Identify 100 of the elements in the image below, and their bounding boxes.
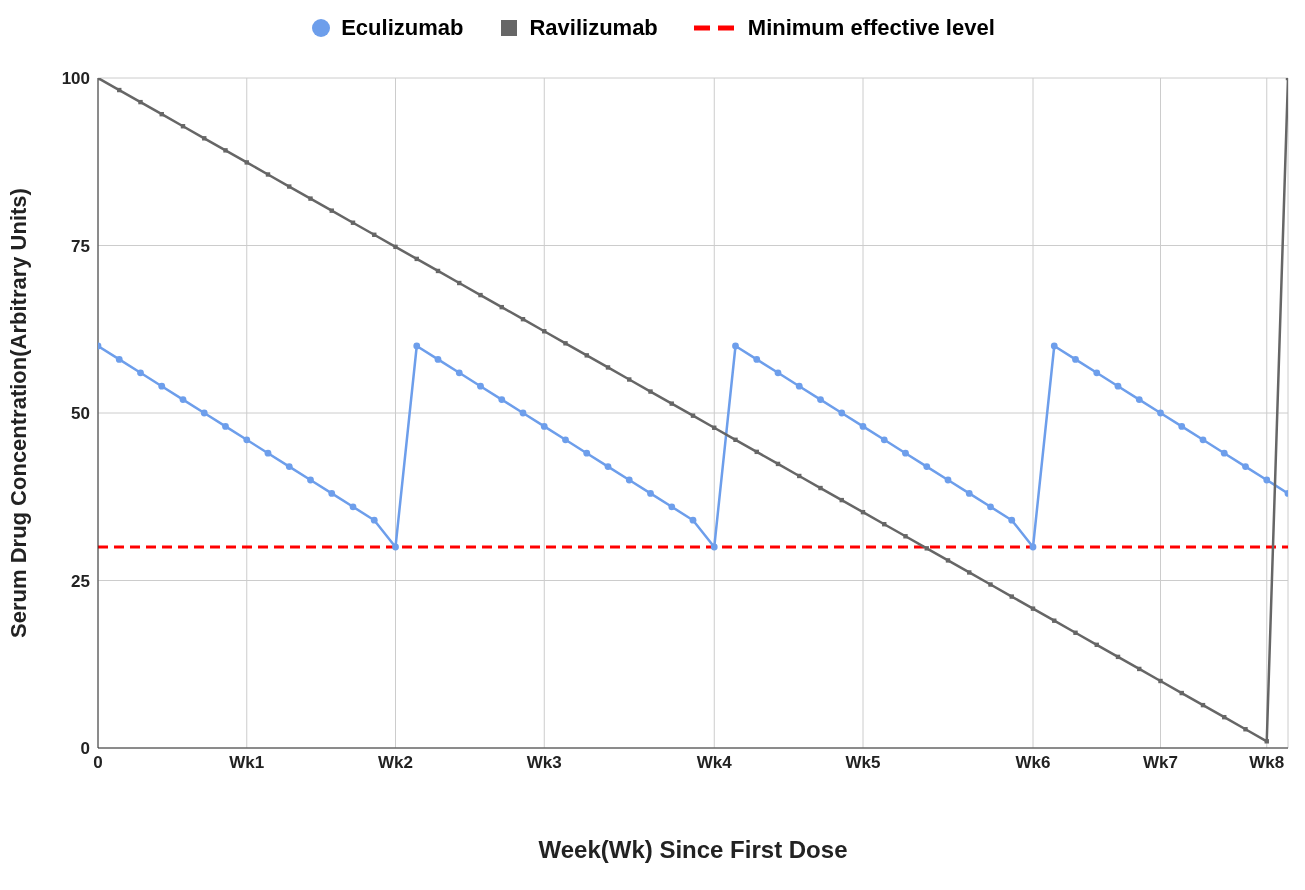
point [838,409,846,417]
point [605,365,611,370]
point [1243,727,1248,732]
x-tick-label: 0 [93,753,103,773]
point [987,503,994,511]
point [1029,543,1037,551]
point [902,449,909,457]
point [1220,449,1228,457]
point [138,99,143,105]
point [817,396,824,403]
point [668,503,676,511]
x-tick-label: Wk1 [229,753,265,773]
point [200,409,208,417]
point [179,396,187,403]
x-tick-label: Wk3 [526,753,562,773]
point [604,463,612,470]
point [669,401,674,406]
point [583,449,591,457]
point [1008,516,1016,524]
point [903,534,908,539]
point [202,136,207,141]
point [753,356,761,363]
point [223,148,228,153]
point [243,436,251,444]
x-tick-label: Wk8 [1249,753,1285,773]
point [924,546,929,551]
point [244,160,249,165]
point [1114,382,1122,390]
point [287,184,292,189]
point [584,353,589,358]
point [478,292,483,298]
point [413,342,421,350]
point [1073,630,1078,635]
point [540,423,548,430]
point [158,382,166,390]
point [498,396,506,403]
point [988,582,993,587]
point [1178,423,1186,430]
y-axis-title: Serum Drug Concentration(Arbitrary Units) [5,188,31,638]
x-tick-label: Wk4 [696,753,733,773]
point [1093,369,1101,377]
point [965,490,973,497]
point [519,409,527,417]
point [818,485,823,491]
point [1242,463,1249,470]
legend-label: Ravilizumab [529,15,658,41]
y-tick-label: 50 [71,404,90,424]
point [648,389,653,394]
point [563,341,568,346]
point [370,516,378,524]
point [265,172,271,177]
point [774,369,782,377]
point [115,356,123,363]
point [329,208,334,213]
point [944,476,952,484]
point [285,463,293,470]
point [733,437,738,442]
point [434,356,442,363]
point [967,570,972,575]
point [880,436,888,444]
point [393,244,398,250]
x-tick-label: Wk6 [1015,753,1051,773]
point [732,342,739,350]
point [1264,739,1269,744]
y-tick-label: 0 [80,739,90,759]
point [307,476,314,484]
point [1157,409,1164,417]
point [1199,436,1207,444]
x-axis-title: Week(Wk) Since First Dose [538,836,848,863]
point [1050,342,1058,350]
point [923,463,931,470]
point [945,558,951,563]
x-tick-label: Wk7 [1143,753,1178,773]
point [562,436,569,444]
point [308,196,313,201]
point [647,490,654,497]
legend-label: Eculizumab [341,15,464,41]
point [1158,678,1163,684]
point [795,382,803,390]
point [627,377,632,382]
point [264,449,272,457]
point [859,423,867,430]
point [349,503,357,511]
point [455,369,463,377]
point [328,490,336,497]
point [477,382,484,390]
point [222,423,229,430]
point [1072,356,1079,363]
point [625,476,633,484]
legend-label: Minimum effective level [747,15,995,41]
point [689,516,697,524]
point [1135,396,1143,403]
y-tick-label: 25 [71,571,90,591]
point [710,543,718,551]
point [1030,606,1036,611]
point [1009,594,1014,599]
point [690,413,696,418]
x-tick-label: Wk5 [845,753,881,773]
point [392,543,399,551]
y-tick-label: 100 [61,69,90,89]
